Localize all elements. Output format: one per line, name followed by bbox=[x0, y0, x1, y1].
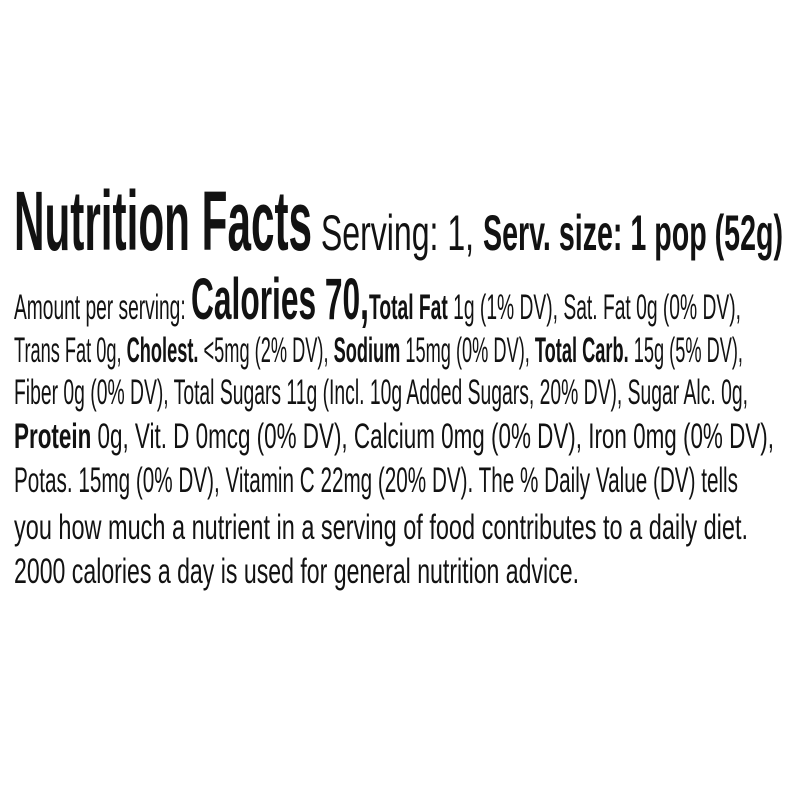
sodium-label: Sodium bbox=[333, 331, 401, 370]
calories-line: Amount per serving: Calories 70,Total Fa… bbox=[14, 267, 741, 332]
total-fat-label: Total Fat bbox=[369, 288, 448, 327]
footnote-line-1: you how much a nutrient in a serving of … bbox=[14, 506, 748, 550]
potassium-vitaminc-text: Potas. 15mg (0% DV), Vitamin C 22mg (20%… bbox=[14, 461, 738, 500]
serving-size-text: Serv. size: 1 pop (52g) bbox=[483, 205, 784, 261]
cholesterol-sodium-carb-line: Trans Fat 0g, Cholest. <5mg (2% DV), Sod… bbox=[14, 329, 743, 373]
potassium-vitaminc-line: Potas. 15mg (0% DV), Vitamin C 22mg (20%… bbox=[14, 459, 738, 503]
fat-run: Total Fat 1g (1% DV), Sat. Fat 0g (0% DV… bbox=[369, 286, 741, 330]
total-carb-label: Total Carb. bbox=[534, 331, 629, 370]
footnote-text-2: 2000 calories a day is used for general … bbox=[14, 552, 580, 591]
protein-vitamins-text: 0g, Vit. D 0mcg (0% DV), Calcium 0mg (0%… bbox=[91, 417, 774, 456]
fat-values-text: 1g (1% DV), Sat. Fat 0g (0% DV), bbox=[447, 288, 741, 327]
footnote-line-2: 2000 calories a day is used for general … bbox=[14, 550, 579, 594]
carb-value-text: 15g (5% DV), bbox=[628, 331, 743, 370]
fiber-sugars-line: Fiber 0g (0% DV), Total Sugars 11g (Incl… bbox=[14, 371, 748, 415]
header-line: Nutrition Facts Serving: 1, Serv. size: … bbox=[14, 174, 784, 268]
protein-label: Protein bbox=[14, 417, 92, 456]
sodium-value-text: 15mg (0% DV), bbox=[400, 331, 535, 370]
amount-per-serving-label: Amount per serving: bbox=[14, 288, 192, 327]
cholesterol-label: Cholest. bbox=[126, 331, 199, 370]
calories-value: Calories 70, bbox=[191, 267, 369, 332]
trans-fat-text: Trans Fat 0g, bbox=[14, 331, 127, 370]
footnote-text-1: you how much a nutrient in a serving of … bbox=[14, 508, 749, 547]
fiber-sugars-text: Fiber 0g (0% DV), Total Sugars 11g (Incl… bbox=[14, 373, 748, 412]
protein-vitamins-line: Protein 0g, Vit. D 0mcg (0% DV), Calcium… bbox=[14, 415, 774, 459]
cholesterol-value-text: <5mg (2% DV), bbox=[198, 331, 334, 370]
serving-count-text: Serving: 1, bbox=[312, 205, 483, 261]
nutrition-facts-title: Nutrition Facts bbox=[14, 174, 313, 268]
